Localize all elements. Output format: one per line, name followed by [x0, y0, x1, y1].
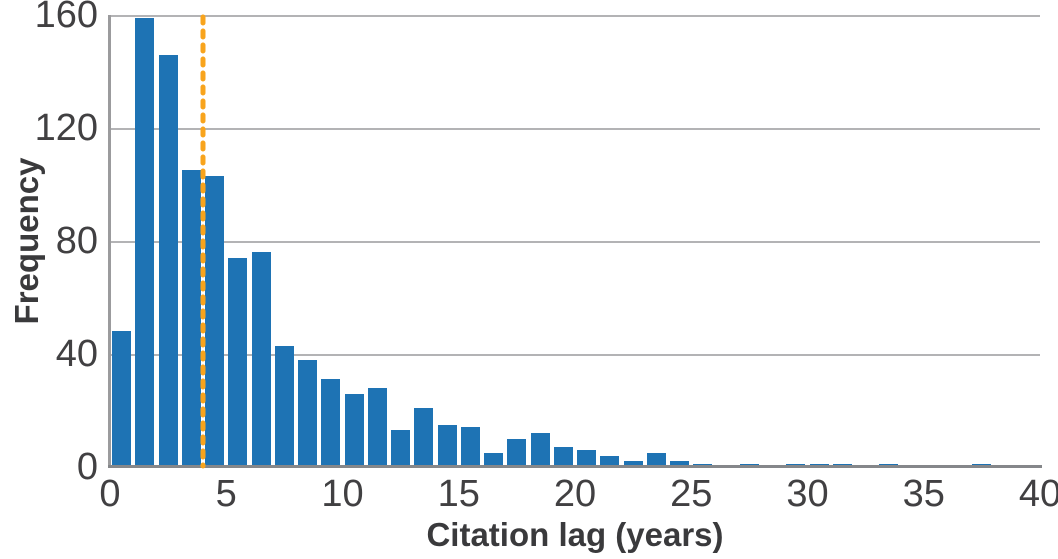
histogram-bar [507, 438, 527, 467]
y-axis-spine [108, 15, 111, 467]
x-tick-label-0: 0 [99, 473, 121, 515]
histogram-bar [112, 331, 132, 467]
y-tick-label-80: 80 [55, 220, 98, 262]
histogram-bar [414, 407, 434, 467]
plot-area [110, 15, 1040, 467]
x-axis-line [108, 465, 1042, 468]
gridline-y-80 [110, 241, 1040, 243]
histogram-bar [670, 461, 690, 467]
x-tick-label-15: 15 [437, 473, 480, 515]
histogram-bar [251, 252, 271, 467]
x-tick-label-30: 30 [786, 473, 829, 515]
histogram-bar [391, 430, 411, 467]
gridline-y-120 [110, 128, 1040, 130]
gridline-y-160 [110, 15, 1040, 17]
histogram-bar [437, 424, 457, 467]
y-tick-label-40: 40 [55, 333, 98, 375]
y-tick-label-160: 160 [34, 0, 98, 36]
y-tick-label-120: 120 [34, 107, 98, 149]
histogram-bar [228, 257, 248, 467]
histogram-bar [600, 455, 620, 467]
x-tick-label-25: 25 [670, 473, 713, 515]
histogram-bar [274, 345, 294, 467]
histogram-bar [530, 433, 550, 467]
histogram-bar [298, 359, 318, 467]
x-tick-label-20: 20 [553, 473, 597, 515]
histogram-bar [553, 447, 573, 467]
x-tick-label-35: 35 [902, 473, 945, 515]
histogram-bar [623, 461, 643, 467]
histogram-bar [577, 450, 597, 467]
histogram-bar [321, 379, 341, 467]
x-tick-label-5: 5 [215, 473, 237, 515]
histogram-bar [158, 54, 178, 467]
histogram-bar [367, 387, 387, 467]
x-tick-label-10: 10 [321, 473, 364, 515]
y-tick-label-0: 0 [76, 446, 98, 488]
histogram-bar [484, 452, 504, 467]
histogram-bar [460, 427, 480, 467]
x-tick-label-40: 40 [1018, 473, 1058, 515]
gridline-y-40 [110, 354, 1040, 356]
histogram-bar [344, 393, 364, 467]
histogram-bar [135, 17, 155, 467]
histogram-bar [205, 176, 225, 467]
histogram-bar [646, 452, 666, 467]
x-axis-title: Citation lag (years) [426, 516, 724, 553]
median-marker-line [200, 14, 206, 469]
histogram-bar [181, 170, 201, 467]
